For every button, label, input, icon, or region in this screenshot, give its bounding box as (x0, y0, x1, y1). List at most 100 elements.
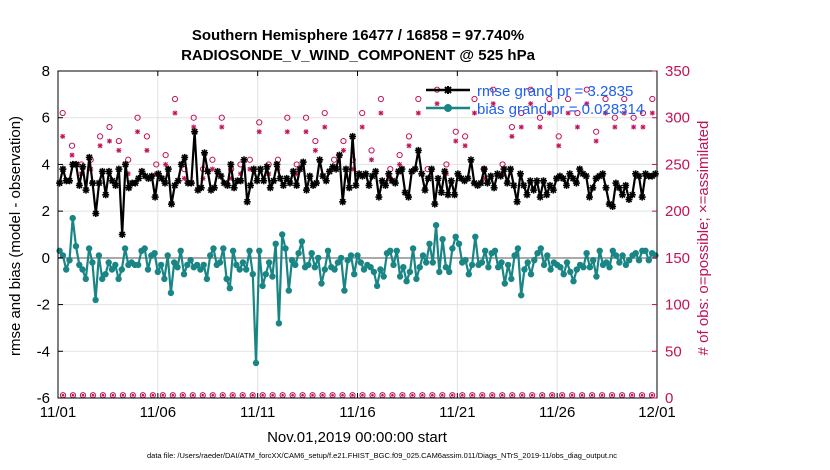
bias-point (305, 261, 312, 269)
rmse-point (339, 198, 347, 206)
bias-point (563, 259, 571, 266)
bias-point (531, 257, 538, 264)
rmse-point (615, 184, 623, 192)
rmse-point (352, 181, 360, 189)
bias-point (357, 259, 364, 266)
rmse-point (638, 193, 646, 201)
bias-point (154, 268, 161, 276)
obs-possible-point (536, 114, 544, 121)
obs-assimilated-baseline-point (441, 393, 444, 397)
obs-possible-point (574, 109, 581, 117)
rmse-point (214, 167, 222, 175)
obs-assimilated-point (284, 129, 290, 135)
rmse-point (523, 191, 531, 199)
rmse-point (441, 167, 449, 175)
obs-possible-point (508, 123, 516, 131)
bias-point (295, 250, 302, 257)
obs-possible-point (621, 95, 628, 103)
y-tick-label-right: 300 (665, 110, 690, 127)
obs-assimilated-point (116, 147, 122, 153)
obs-assimilated-baseline-point (241, 393, 244, 397)
bias-point (472, 233, 479, 240)
rmse-point (546, 181, 554, 189)
bias-point (603, 259, 610, 266)
rmse-point (447, 177, 455, 185)
bias-point (511, 252, 518, 259)
rmse-point (401, 189, 409, 196)
obs-assimilated-baseline-point (620, 393, 624, 397)
bias-point (279, 231, 286, 238)
rmse-point (217, 172, 225, 180)
rmse-point (79, 163, 87, 171)
rmse-point (227, 160, 235, 168)
rmse-point (191, 128, 199, 136)
bias-point (557, 264, 564, 271)
bias-point (419, 252, 427, 259)
bias-point (66, 257, 73, 264)
bias-point (207, 252, 214, 259)
rmse-point (385, 170, 393, 178)
bias-point (275, 320, 283, 327)
rmse-point (164, 165, 172, 173)
rmse-point (237, 177, 245, 185)
rmse-point (66, 177, 73, 185)
rmse-point (303, 186, 310, 194)
rmse-point (154, 170, 162, 178)
rmse-point (82, 186, 90, 194)
obs-assimilated-baseline-point (301, 393, 304, 397)
legend-bias-marker (444, 104, 452, 112)
bias-point (452, 233, 459, 240)
rmse-point (520, 181, 528, 189)
bias-point (95, 252, 103, 259)
y-tick-label-right: 50 (665, 343, 682, 360)
bias-point (308, 250, 315, 257)
obs-assimilated-baseline-point (141, 393, 145, 397)
bias-point (416, 264, 423, 271)
bias-point (462, 257, 469, 264)
obs-assimilated-point (312, 147, 318, 153)
obs-possible-point (321, 109, 328, 117)
x-tick-label: 11/01 (40, 404, 76, 421)
rmse-point (224, 181, 231, 189)
bias-point (406, 268, 414, 276)
chart-subtitle: RADIOSONDE_V_WIND_COMPONENT @ 525 hPa (181, 47, 536, 64)
legend-rmse-marker (444, 86, 452, 94)
obs-assimilated-baseline-point (540, 393, 544, 397)
bias-point (269, 273, 276, 280)
obs-assimilated-baseline-point (351, 393, 354, 397)
obs-possible-point (649, 95, 656, 103)
bias-point (324, 247, 332, 254)
bias-point (144, 266, 152, 273)
bias-point (590, 257, 597, 264)
bias-point (108, 266, 116, 273)
obs-possible-point (171, 95, 179, 103)
rmse-point (365, 181, 373, 189)
y-axis-label-right: # of obs: o=possible; ×=assimilated (695, 121, 712, 356)
obs-assimilated-point (509, 133, 515, 139)
y-tick-label-right: 150 (665, 250, 690, 267)
bias-point (547, 266, 554, 273)
x-tick-label: 11/06 (140, 404, 176, 421)
rmse-point (181, 153, 189, 161)
rmse-point (398, 165, 406, 173)
rmse-point (609, 203, 617, 210)
obs-assimilated-point (106, 138, 112, 144)
bias-point (373, 282, 381, 290)
obs-assimilated-baseline-point (261, 393, 264, 397)
bias-point (102, 271, 109, 278)
rmse-point (372, 167, 380, 175)
y-tick-label: 8 (42, 63, 50, 80)
legend: rmse grand pr = 3.2835 bias grand pr = 0… (426, 83, 644, 118)
bias-point (344, 257, 351, 264)
obs-possible-point (218, 114, 225, 121)
bias-point (635, 257, 643, 264)
obs-assimilated-baseline-point (530, 393, 534, 397)
y-tick-label: 2 (42, 203, 50, 220)
bias-point (193, 261, 201, 269)
rmse-point (283, 174, 291, 182)
bias-point (239, 259, 247, 266)
bias-point (400, 264, 407, 271)
bias-point (233, 261, 240, 269)
obs-assimilated-point (631, 124, 637, 130)
x-tick-label: 11/21 (439, 404, 475, 421)
